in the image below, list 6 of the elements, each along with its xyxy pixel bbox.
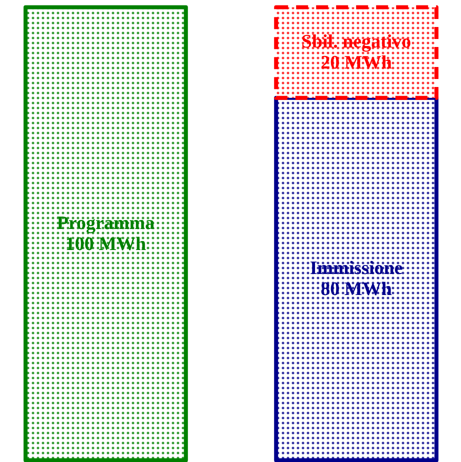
data-label: 20 MWh	[320, 52, 392, 74]
data-label: 80 MWh	[320, 279, 392, 300]
series-label: Programma	[56, 212, 156, 234]
series-label: Immissione	[310, 258, 403, 280]
data-label: 100 MWh	[65, 234, 147, 255]
series-label: Sbil. negativo	[301, 32, 412, 53]
